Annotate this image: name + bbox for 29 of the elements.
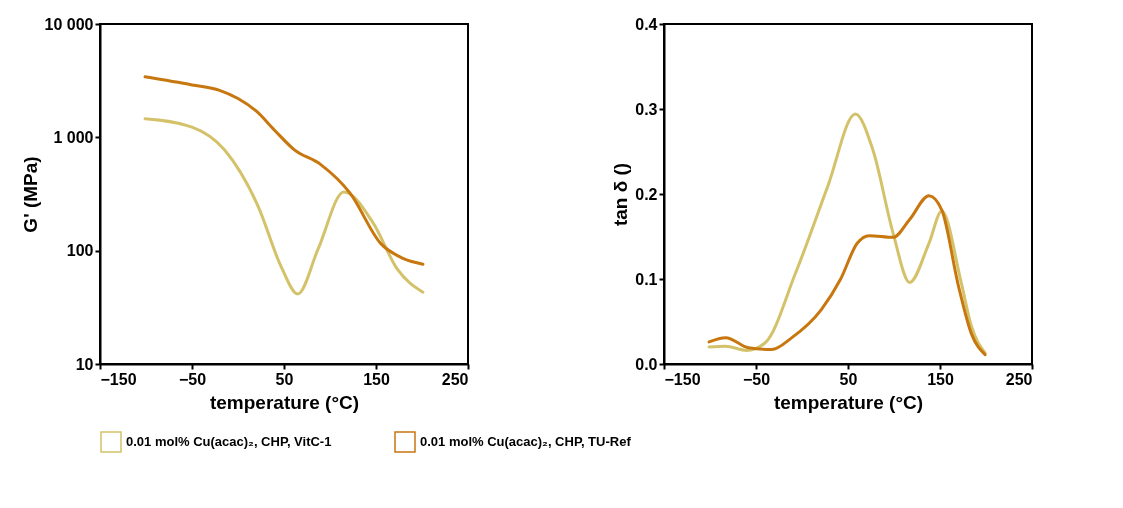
- y-tick-label: 1 000: [53, 128, 94, 146]
- line-series: [707, 112, 987, 355]
- line-series: [143, 117, 425, 296]
- x-tick-label: −150: [100, 370, 137, 388]
- y-tick-label: 0.3: [635, 100, 658, 118]
- x-tick-label: 50: [839, 370, 858, 388]
- line-series: [143, 75, 425, 266]
- x-tick-label: 50: [275, 370, 294, 388]
- y-tick-label: 0.1: [635, 270, 658, 288]
- line-series: [707, 194, 987, 357]
- x-tick-label: 250: [1005, 370, 1033, 388]
- y-tick-label: 10 000: [44, 15, 94, 33]
- y-axis-title: G' (MPa): [19, 156, 41, 233]
- x-axis-title: temperature (°C): [209, 391, 360, 413]
- y-tick-label: 0.2: [635, 185, 658, 203]
- y-tick-label: 0.4: [635, 15, 658, 33]
- y-tick-label: 10: [75, 355, 94, 373]
- x-tick-label: 150: [927, 370, 954, 388]
- y-tick-label: 0.0: [635, 355, 658, 373]
- legend-label: 0.01 mol% Cu(acac)₂, CHP, VitC-1: [126, 434, 332, 449]
- y-tick-label: 100: [66, 242, 94, 260]
- legend-label: 0.01 mol% Cu(acac)₂, CHP, TU-Ref: [420, 434, 632, 449]
- x-tick-label: 150: [363, 370, 390, 388]
- x-tick-label: 250: [441, 370, 469, 388]
- x-tick-label: −50: [178, 370, 207, 388]
- x-axis-title: temperature (°C): [773, 391, 924, 413]
- x-tick-label: −150: [664, 370, 701, 388]
- y-axis-title: tan δ (): [610, 162, 632, 227]
- x-tick-label: −50: [742, 370, 771, 388]
